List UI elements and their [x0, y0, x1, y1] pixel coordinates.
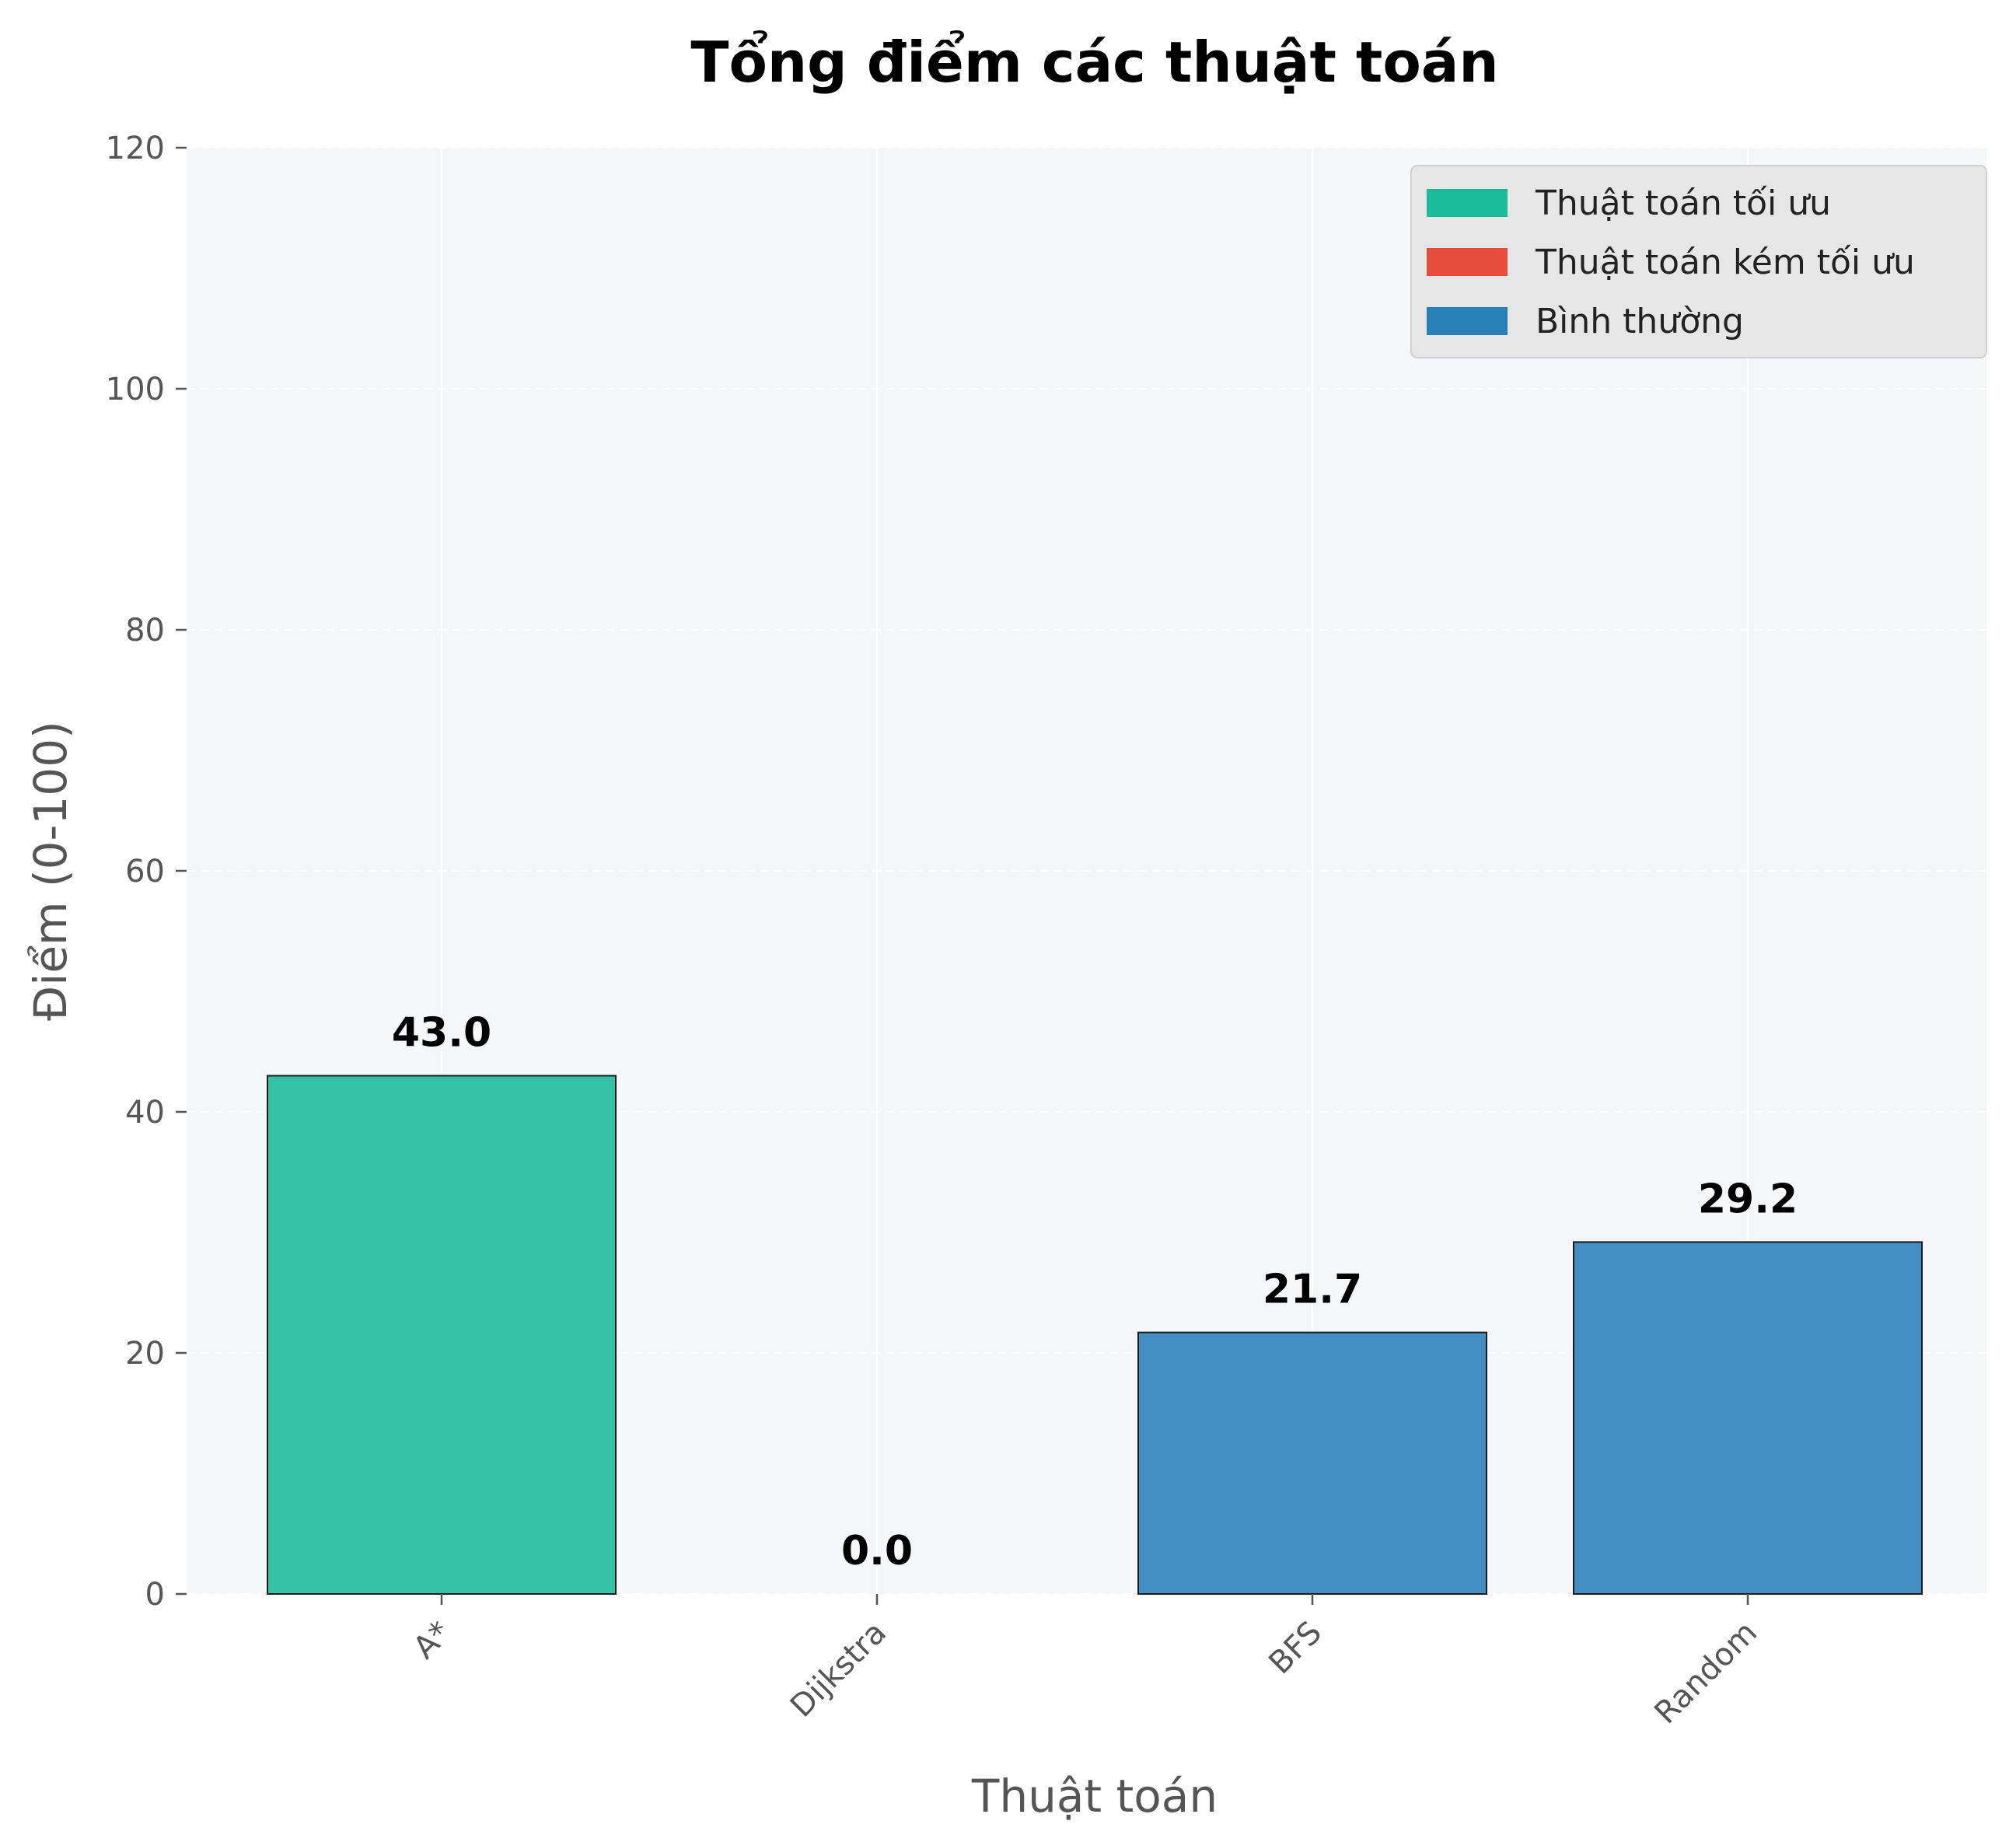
y-tick-label: 40 [125, 1095, 165, 1131]
bar-random [1573, 1241, 1923, 1596]
x-axis-label: Thuật toán [971, 1770, 1218, 1823]
legend-swatch-poor [1427, 248, 1508, 276]
legend-swatch-optimal [1427, 189, 1508, 217]
bar-bfs [1137, 1331, 1487, 1596]
bars [267, 1075, 1923, 1596]
bar-value-label: 21.7 [1263, 1267, 1362, 1313]
y-tick-label: 20 [125, 1336, 165, 1372]
bar-value-label: 29.2 [1698, 1176, 1798, 1222]
y-tick-label: 0 [145, 1577, 165, 1613]
bar-value-label: 0.0 [841, 1528, 913, 1575]
legend-label-optimal: Thuật toán tối ưu [1535, 184, 1831, 223]
x-tick-label: A* [407, 1615, 458, 1666]
y-tick-label: 120 [106, 131, 165, 166]
legend-swatch-normal [1427, 307, 1508, 335]
y-axis-label: Điểm (0-100) [24, 721, 77, 1020]
y-tick-label: 60 [125, 854, 165, 890]
bar-value-label: 43.0 [392, 1010, 491, 1057]
legend-label-poor: Thuật toán kém tối ưu [1535, 243, 1915, 282]
data-labels: 43.0 0.0 21.7 29.2 [392, 1010, 1798, 1575]
x-tick-label: Random [1647, 1615, 1764, 1732]
x-tick-label: BFS [1262, 1615, 1329, 1682]
x-tick-label: Dijkstra [784, 1615, 893, 1725]
y-tick-label: 80 [125, 613, 165, 648]
legend-label-normal: Bình thường [1536, 302, 1744, 341]
legend: Thuật toán tối ưu Thuật toán kém tối ưu Bì… [1410, 165, 1987, 358]
legend-box [1410, 165, 1987, 358]
y-tick-label: 100 [106, 372, 165, 407]
chart-title: Tổng điểm các thuật toán [690, 30, 1498, 95]
bar-a [267, 1075, 617, 1595]
